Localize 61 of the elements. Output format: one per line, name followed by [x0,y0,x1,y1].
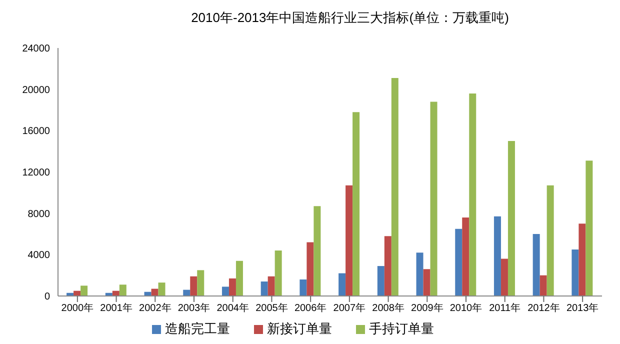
bar [455,228,462,296]
bar [494,216,501,296]
x-tick-label: 2007年 [333,302,366,314]
bar [540,275,547,296]
bar [346,185,353,296]
bar [377,266,384,296]
x-tick-label: 2002年 [139,302,172,314]
bar [151,288,158,296]
x-tick-label: 2008年 [372,302,404,314]
x-tick-label: 2006年 [294,302,327,314]
bar [508,141,515,296]
y-tick-label: 20000 [22,84,50,96]
bar [384,236,392,296]
bar [300,279,307,296]
bar [119,284,126,296]
bar [274,250,282,296]
bar [586,160,593,296]
bar [158,282,166,296]
y-tick-label: 8000 [28,208,50,220]
x-tick-label: 2011年 [489,302,521,314]
bar [572,250,579,296]
bar [532,234,540,296]
bar [500,258,508,296]
bar [222,286,229,296]
chart-title: 2010年-2013年中国造船行业三大指标(单位：万载重吨) [190,9,510,27]
bar [228,278,236,296]
y-tick-label: 4000 [28,250,50,262]
bar [268,276,275,296]
bar [338,273,346,296]
bar [190,276,198,296]
bar [197,270,204,296]
bar [416,252,424,296]
bar [352,112,360,296]
bar [546,185,554,296]
x-tick-label: 2003年 [178,302,210,314]
x-tick-label: 2001年 [100,302,132,314]
legend-label: 造船完工量 [165,321,230,336]
x-tick-label: 2005年 [256,302,288,314]
bar [306,242,314,296]
x-tick-label: 2013年 [566,302,599,314]
y-tick-label: 16000 [22,126,50,138]
x-tick-label: 2000年 [61,302,94,314]
x-tick-label: 2009年 [411,302,444,314]
legend-label: 手持订单量 [369,321,434,336]
bar [260,282,268,296]
bar [391,78,398,296]
bar [469,93,476,296]
x-tick-label: 2010年 [450,302,482,314]
bar [578,224,586,296]
bar [236,260,243,296]
x-tick-label: 2004年 [216,302,249,314]
y-tick-label: 24000 [22,44,50,55]
x-tick-label: 2012年 [528,302,560,314]
y-tick-label: 12000 [22,168,50,179]
bar [430,102,438,296]
bar [462,217,470,296]
legend-label: 新接订单量 [267,321,332,336]
y-tick-label: 0 [44,292,50,303]
bar [314,206,321,296]
bar [423,269,430,296]
bar [80,286,88,296]
